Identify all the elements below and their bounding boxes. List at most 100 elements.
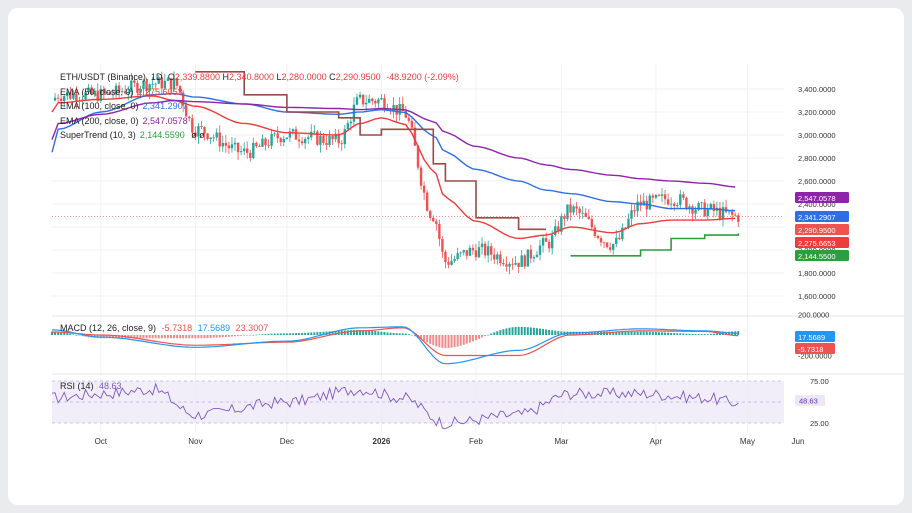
macd-histogram-bar bbox=[444, 335, 447, 349]
candle bbox=[529, 249, 533, 259]
candle bbox=[737, 215, 740, 222]
macd-histogram-bar bbox=[60, 332, 63, 335]
macd-histogram-bar bbox=[374, 331, 377, 335]
candle bbox=[618, 237, 621, 240]
macd-histogram-bar bbox=[352, 330, 355, 335]
macd-histogram-bar bbox=[291, 333, 294, 335]
macd-histogram-bar bbox=[551, 330, 554, 335]
legend-ema50-value: 2,275.6053 bbox=[137, 86, 183, 97]
candle bbox=[178, 85, 182, 93]
candle bbox=[496, 254, 499, 260]
visibility-toggle-icons[interactable]: ø ø bbox=[191, 130, 205, 141]
macd-histogram-bar bbox=[435, 335, 438, 347]
macd-histogram-bar bbox=[310, 332, 313, 335]
macd-histogram-bar bbox=[706, 334, 709, 335]
candle bbox=[285, 137, 289, 139]
legend-l-label: L bbox=[276, 72, 282, 82]
x-tick-label: Oct bbox=[95, 437, 108, 446]
candle bbox=[331, 135, 334, 140]
candle bbox=[188, 116, 191, 119]
candle bbox=[181, 92, 185, 106]
legend-main: ETH/USDT (Binance), 1D O2,339.8800 H2,34… bbox=[60, 70, 459, 85]
price-badge-ema200-text: 2,547.0578 bbox=[798, 194, 836, 203]
candle bbox=[615, 237, 618, 245]
macd-histogram-bar bbox=[670, 332, 673, 335]
macd-histogram-bar bbox=[176, 335, 179, 339]
macd-histogram-bar bbox=[362, 330, 365, 335]
macd-histogram-bar bbox=[548, 329, 551, 335]
candle bbox=[523, 255, 526, 267]
candle bbox=[694, 209, 697, 214]
candle bbox=[63, 96, 66, 102]
macd-histogram-bar bbox=[526, 327, 529, 335]
macd-histogram-bar bbox=[212, 335, 215, 338]
legend-ema200-label: EMA (200, close, 0) bbox=[60, 115, 139, 126]
macd-histogram-bar bbox=[285, 333, 288, 335]
price-tick-label: 1,600.0000 bbox=[798, 292, 836, 301]
legend-supertrend-value: 2,144.5590 bbox=[139, 130, 185, 141]
macd-histogram-bar bbox=[133, 335, 136, 339]
legend-o-label: O bbox=[167, 72, 175, 82]
candle bbox=[53, 97, 57, 101]
macd-histogram-bar bbox=[645, 331, 648, 335]
candle bbox=[307, 137, 310, 139]
candle bbox=[349, 121, 353, 124]
candle bbox=[557, 226, 560, 232]
supertrend-up-line bbox=[570, 233, 740, 257]
macd-histogram-bar bbox=[316, 332, 319, 335]
macd-histogram-bar bbox=[267, 333, 270, 335]
macd-histogram-bar bbox=[224, 335, 227, 338]
candle bbox=[444, 251, 447, 263]
candle bbox=[114, 85, 118, 95]
candle bbox=[590, 219, 594, 228]
macd-histogram-bar bbox=[200, 335, 203, 339]
macd-histogram-bar bbox=[612, 331, 615, 335]
candle bbox=[663, 194, 667, 200]
candle bbox=[712, 204, 716, 211]
macd-histogram-bar bbox=[179, 335, 182, 339]
macd-histogram-bar bbox=[276, 333, 279, 335]
candle bbox=[111, 94, 115, 96]
candle bbox=[371, 98, 374, 102]
candle bbox=[727, 211, 731, 213]
candle bbox=[255, 142, 258, 147]
macd-histogram-bar bbox=[398, 333, 401, 335]
candle bbox=[267, 145, 270, 147]
candle bbox=[175, 78, 179, 86]
macd-histogram-bar bbox=[395, 333, 398, 335]
candle bbox=[450, 260, 453, 265]
candle bbox=[554, 226, 557, 235]
macd-histogram-bar bbox=[169, 335, 172, 339]
candle bbox=[72, 93, 75, 99]
legend-close: 2,290.9500 bbox=[335, 72, 381, 82]
candle bbox=[56, 97, 60, 99]
macd-histogram-bar bbox=[148, 335, 151, 339]
candle bbox=[340, 143, 343, 145]
candle bbox=[84, 92, 87, 100]
candle bbox=[563, 216, 566, 219]
candle bbox=[239, 151, 243, 153]
candle bbox=[185, 105, 188, 117]
macd-histogram-bar bbox=[691, 333, 694, 335]
macd-tick-label: -200.0000 bbox=[798, 352, 832, 361]
candle bbox=[602, 242, 606, 244]
candle bbox=[151, 83, 154, 85]
candle bbox=[721, 207, 725, 219]
price-badge-last-text: 2,290.9500 bbox=[798, 226, 836, 235]
candle bbox=[605, 242, 609, 248]
price-tick-label: 3,400.0000 bbox=[798, 85, 836, 94]
macd-histogram-bar bbox=[496, 331, 499, 335]
macd-histogram-bar bbox=[401, 333, 404, 335]
candle bbox=[343, 129, 346, 145]
ema100-line bbox=[51, 92, 736, 212]
macd-histogram-bar bbox=[392, 332, 395, 335]
macd-histogram-bar bbox=[298, 333, 301, 335]
candle bbox=[624, 227, 627, 229]
macd-histogram-bar bbox=[709, 333, 712, 335]
legend-ema50: EMA (50, close, 0) 2,275.6053 bbox=[60, 85, 459, 100]
legend-supertrend-label: SuperTrend (10, 3) bbox=[60, 130, 136, 141]
candle bbox=[633, 210, 636, 212]
candle bbox=[413, 127, 417, 146]
chart-canvas: Oct Nov Dec 2026 Feb Mar Apr May Jun 3,400.0000 3,… bbox=[51, 64, 904, 446]
candle bbox=[462, 250, 465, 253]
